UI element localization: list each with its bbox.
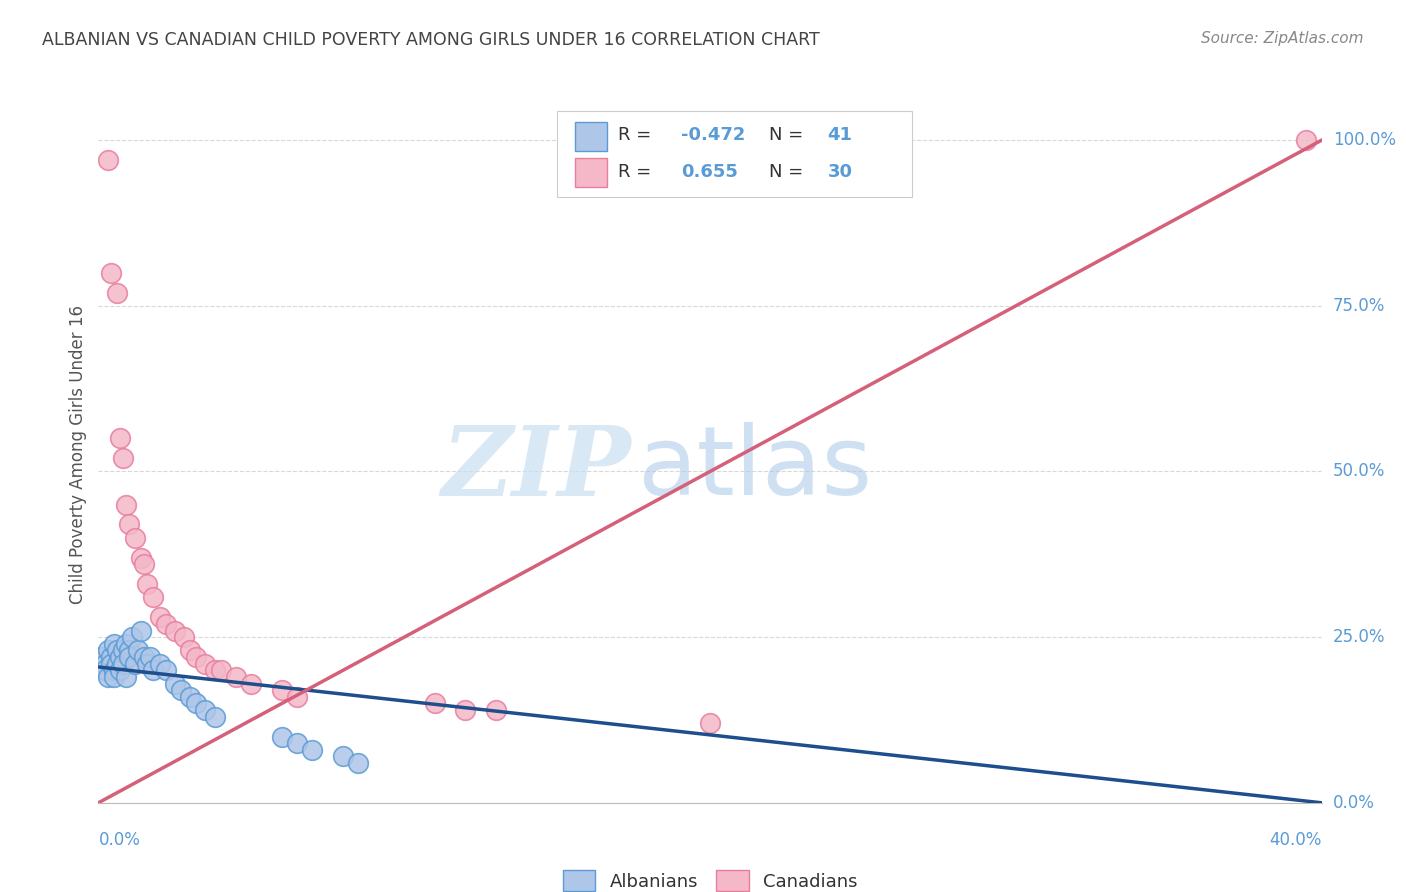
- Text: 0.0%: 0.0%: [98, 830, 141, 848]
- Text: 100.0%: 100.0%: [1333, 131, 1396, 149]
- Point: [285, 736, 308, 750]
- Point: [115, 670, 138, 684]
- Point: [155, 616, 177, 631]
- Point: [121, 630, 143, 644]
- Point: [115, 637, 138, 651]
- Point: [129, 624, 152, 638]
- Point: [454, 703, 477, 717]
- Point: [194, 703, 217, 717]
- Point: [240, 676, 263, 690]
- Text: ALBANIAN VS CANADIAN CHILD POVERTY AMONG GIRLS UNDER 16 CORRELATION CHART: ALBANIAN VS CANADIAN CHILD POVERTY AMONG…: [42, 31, 820, 49]
- Point: [129, 550, 152, 565]
- Point: [149, 657, 172, 671]
- Text: 41: 41: [828, 126, 852, 144]
- Point: [173, 630, 195, 644]
- Text: N =: N =: [769, 126, 808, 144]
- Point: [103, 670, 125, 684]
- Point: [209, 663, 232, 677]
- Point: [103, 663, 125, 677]
- FancyBboxPatch shape: [575, 122, 607, 152]
- Point: [97, 153, 120, 167]
- Text: 75.0%: 75.0%: [1333, 297, 1385, 315]
- FancyBboxPatch shape: [575, 158, 607, 187]
- Point: [699, 716, 721, 731]
- Point: [108, 650, 131, 665]
- Point: [118, 650, 141, 665]
- Point: [105, 643, 128, 657]
- Point: [136, 577, 159, 591]
- Point: [301, 743, 323, 757]
- Point: [124, 531, 146, 545]
- Point: [105, 657, 128, 671]
- Point: [270, 730, 292, 744]
- Point: [485, 703, 508, 717]
- Point: [93, 657, 115, 671]
- Point: [134, 558, 156, 572]
- Text: N =: N =: [769, 162, 808, 180]
- Point: [100, 657, 122, 671]
- Text: 40.0%: 40.0%: [1270, 830, 1322, 848]
- Text: ZIP: ZIP: [441, 422, 630, 516]
- Point: [105, 285, 128, 300]
- Point: [179, 690, 201, 704]
- Point: [285, 690, 308, 704]
- Point: [90, 650, 112, 665]
- Point: [118, 643, 141, 657]
- Text: 25.0%: 25.0%: [1333, 628, 1385, 646]
- Point: [186, 697, 208, 711]
- Point: [270, 683, 292, 698]
- Point: [142, 663, 165, 677]
- Point: [124, 657, 146, 671]
- Point: [142, 591, 165, 605]
- Text: atlas: atlas: [637, 422, 872, 516]
- Legend: Albanians, Canadians: Albanians, Canadians: [562, 871, 858, 891]
- Point: [194, 657, 217, 671]
- Point: [225, 670, 247, 684]
- Point: [163, 624, 186, 638]
- Point: [127, 643, 149, 657]
- Point: [204, 663, 226, 677]
- FancyBboxPatch shape: [557, 111, 912, 197]
- Text: R =: R =: [619, 126, 657, 144]
- Point: [111, 657, 134, 671]
- Point: [155, 663, 177, 677]
- Point: [170, 683, 193, 698]
- Text: R =: R =: [619, 162, 657, 180]
- Text: 0.655: 0.655: [681, 162, 738, 180]
- Point: [100, 266, 122, 280]
- Point: [134, 650, 156, 665]
- Point: [163, 676, 186, 690]
- Point: [118, 517, 141, 532]
- Point: [204, 709, 226, 723]
- Point: [332, 749, 354, 764]
- Point: [179, 643, 201, 657]
- Point: [103, 637, 125, 651]
- Point: [108, 663, 131, 677]
- Y-axis label: Child Poverty Among Girls Under 16: Child Poverty Among Girls Under 16: [69, 305, 87, 605]
- Point: [149, 610, 172, 624]
- Point: [97, 643, 120, 657]
- Text: 30: 30: [828, 162, 852, 180]
- Point: [97, 670, 120, 684]
- Point: [139, 650, 162, 665]
- Point: [423, 697, 446, 711]
- Point: [1295, 133, 1317, 147]
- Point: [115, 498, 138, 512]
- Text: 50.0%: 50.0%: [1333, 462, 1385, 481]
- Point: [111, 451, 134, 466]
- Point: [108, 431, 131, 445]
- Point: [186, 650, 208, 665]
- Text: -0.472: -0.472: [681, 126, 745, 144]
- Point: [347, 756, 370, 770]
- Point: [136, 657, 159, 671]
- Point: [93, 663, 115, 677]
- Text: 0.0%: 0.0%: [1333, 794, 1375, 812]
- Point: [111, 643, 134, 657]
- Text: Source: ZipAtlas.com: Source: ZipAtlas.com: [1201, 31, 1364, 46]
- Point: [100, 650, 122, 665]
